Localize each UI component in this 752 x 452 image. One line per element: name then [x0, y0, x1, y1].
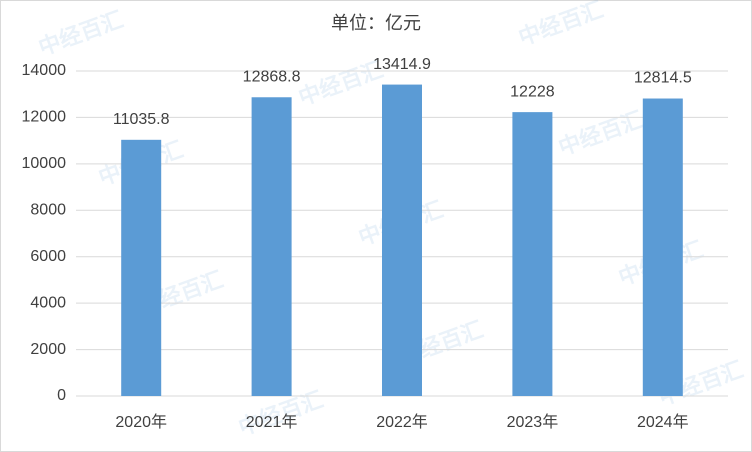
- x-tick-label: 2021年: [246, 413, 298, 431]
- y-tick-label: 10000: [22, 155, 67, 172]
- x-tick-label: 2022年: [376, 413, 428, 431]
- bar: [642, 98, 683, 396]
- bar: [382, 84, 422, 397]
- y-tick-label: 8000: [30, 202, 66, 219]
- data-label: 12868.8: [243, 68, 301, 85]
- x-tick-label: 2024年: [637, 413, 689, 431]
- data-label: 11035.8: [113, 111, 170, 128]
- chart-title: 单位：亿元: [331, 13, 421, 33]
- y-tick-label: 2000: [30, 341, 66, 358]
- y-tick-label: 0: [57, 387, 66, 404]
- x-tick-label: 2020年: [115, 413, 167, 431]
- bar: [251, 97, 292, 396]
- bar: [512, 112, 553, 396]
- y-tick-label: 6000: [30, 248, 66, 265]
- x-tick-label: 2023年: [507, 413, 559, 431]
- data-label: 13414.9: [373, 56, 431, 73]
- y-tick-label: 14000: [22, 62, 67, 79]
- data-label: 12228: [510, 83, 555, 100]
- y-tick-label: 4000: [30, 294, 66, 311]
- data-label: 12814.5: [634, 70, 692, 87]
- bar: [121, 139, 162, 397]
- y-tick-label: 12000: [22, 109, 67, 126]
